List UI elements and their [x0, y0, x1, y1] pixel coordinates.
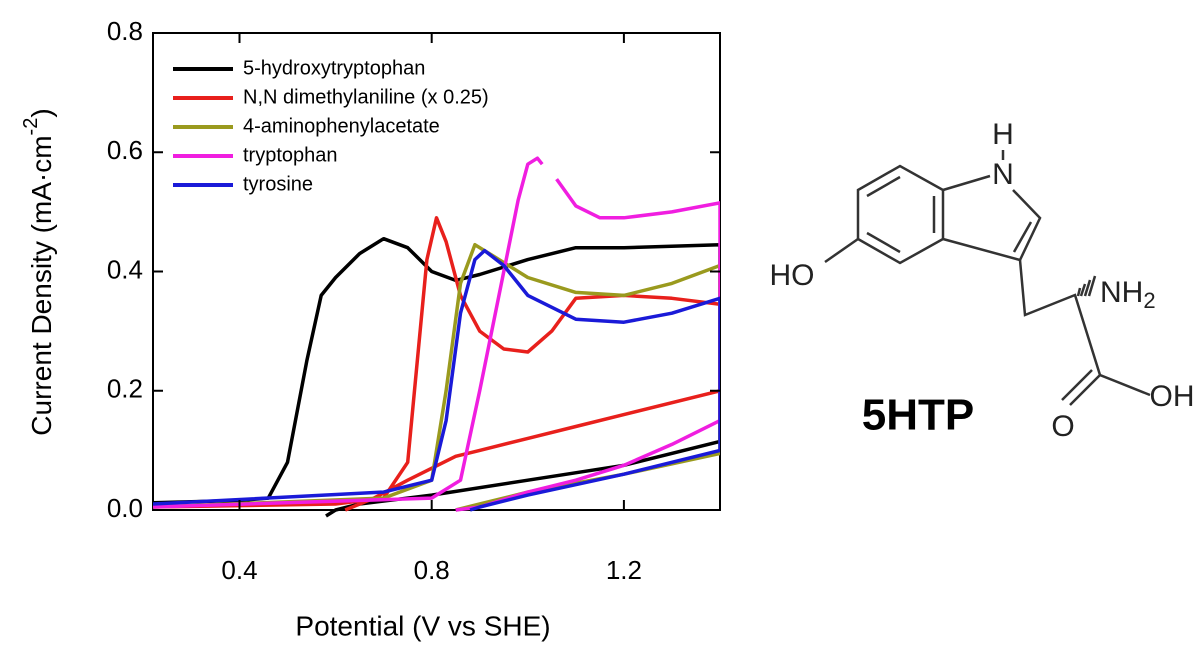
atom-label-text: NH	[1100, 276, 1143, 309]
plot-lines	[153, 156, 720, 518]
atom-label: H	[992, 118, 1014, 151]
x-tick-label: 1.2	[606, 555, 642, 585]
x-tick-label: 0.8	[414, 555, 450, 585]
y-tick-label: 0.2	[107, 374, 143, 404]
y-axis-title-superscript: -2	[20, 118, 42, 136]
pyrrole-ring	[942, 174, 1042, 262]
series-line	[153, 248, 720, 512]
atom-label: N	[992, 158, 1014, 191]
molecule: H N HO NH2 O OH 5HTP	[770, 118, 1195, 443]
oh-bond	[824, 237, 859, 264]
y-tick-label: 0.0	[107, 493, 143, 523]
series-line	[153, 236, 720, 518]
y-tick-label: 0.6	[107, 135, 143, 165]
atom-label: HO	[770, 259, 815, 292]
atom-label: O	[1051, 410, 1074, 443]
legend-label: N,N dimethylaniline (x 0.25)	[243, 86, 489, 108]
y-tick-label: 0.8	[107, 16, 143, 46]
side-chain	[1018, 259, 1151, 406]
y-axis-title-end: )	[26, 108, 57, 117]
legend-label: 4-aminophenylacetate	[243, 115, 440, 137]
x-tick-label: 0.4	[221, 555, 257, 585]
atom-label: OH	[1150, 380, 1195, 413]
ring-double-bonds	[866, 175, 936, 254]
y-axis-title-text: Current Density (mA·cm	[26, 135, 57, 435]
series-line	[153, 156, 720, 512]
molecule-name: 5HTP	[862, 391, 974, 440]
atom-label-subscript: 2	[1143, 288, 1155, 313]
y-axis-title: Current Density (mA·cm-2)	[20, 108, 57, 435]
legend-label: 5-hydroxytryptophan	[243, 57, 425, 79]
y-tick-label: 0.4	[107, 254, 143, 284]
benzene-ring	[856, 164, 945, 265]
hashed-wedge	[1076, 275, 1097, 297]
x-axis-title: Potential (V vs SHE)	[295, 610, 550, 641]
atom-label: NH2	[1100, 276, 1156, 313]
legend-label: tyrosine	[243, 173, 313, 195]
legend-label: tryptophan	[243, 144, 338, 166]
